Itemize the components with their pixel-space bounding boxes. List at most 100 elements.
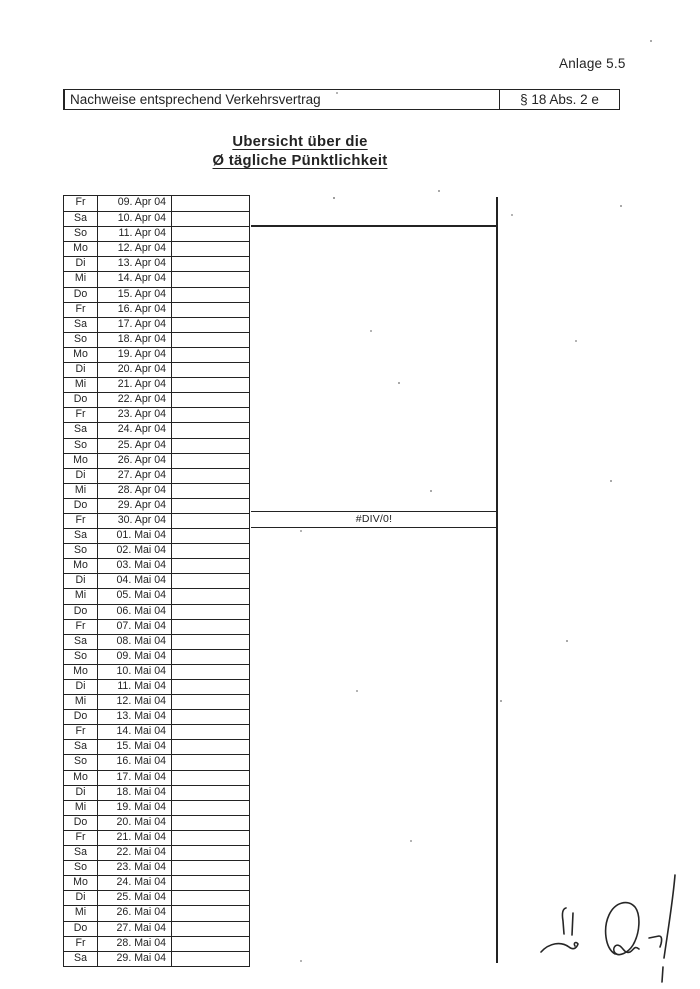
scan-noise-specks <box>333 197 335 199</box>
table-row: So 23. Mai 04 <box>64 860 249 876</box>
date-cell: 14. Apr 04 <box>98 272 172 287</box>
weekday-cell: Mi <box>64 378 98 393</box>
chart-right-axis-line <box>496 197 498 963</box>
weekday-cell: Sa <box>64 317 98 332</box>
table-row: Mo 19. Apr 04 <box>64 346 249 363</box>
weekday-cell: So <box>64 649 98 664</box>
date-cell: 08. Mai 04 <box>98 634 172 649</box>
value-cell <box>172 212 249 226</box>
date-cell: 11. Apr 04 <box>98 227 172 242</box>
date-cell: 17. Apr 04 <box>98 317 172 332</box>
value-cell <box>172 454 249 468</box>
value-cell <box>172 242 249 256</box>
date-cell: 21. Mai 04 <box>98 830 172 846</box>
weekday-cell: Mi <box>64 483 98 498</box>
div-error-label: #DIV/0! <box>355 513 393 526</box>
date-cell: 16. Mai 04 <box>98 755 172 770</box>
value-cell <box>172 303 249 317</box>
table-row: Di 04. Mai 04 <box>64 573 249 589</box>
table-row: Do 22. Apr 04 <box>64 392 249 408</box>
date-cell: 25. Apr 04 <box>98 438 172 453</box>
weekday-cell: Mo <box>64 876 98 891</box>
annex-label: Anlage 5.5 <box>559 56 626 71</box>
table-row: Do 29. Apr 04 <box>64 497 249 513</box>
weekday-cell: Fr <box>64 830 98 846</box>
date-cell: 04. Mai 04 <box>98 574 172 589</box>
value-cell <box>172 439 249 453</box>
weekday-cell: Mo <box>64 347 98 363</box>
table-row: Sa 22. Mai 04 <box>64 845 249 861</box>
table-row: Sa 17. Apr 04 <box>64 316 249 332</box>
value-cell <box>172 952 249 966</box>
date-cell: 03. Mai 04 <box>98 559 172 574</box>
date-cell: 15. Apr 04 <box>98 287 172 302</box>
value-cell <box>172 922 249 936</box>
page-title-line2: Ø tägliche Pünktlichkeit <box>212 153 388 169</box>
weekday-cell: Mi <box>64 800 98 815</box>
date-cell: 09. Apr 04 <box>98 196 172 212</box>
weekday-cell: Sa <box>64 423 98 438</box>
weekday-cell: So <box>64 861 98 876</box>
table-row: So 09. Mai 04 <box>64 648 249 664</box>
table-row: Di 18. Mai 04 <box>64 784 249 800</box>
weekday-cell: Di <box>64 468 98 483</box>
date-cell: 23. Mai 04 <box>98 861 172 876</box>
weekday-cell: Mi <box>64 695 98 710</box>
weekday-cell: Sa <box>64 951 98 966</box>
value-cell <box>172 891 249 905</box>
date-cell: 29. Apr 04 <box>98 498 172 513</box>
weekday-cell: Sa <box>64 212 98 227</box>
weekday-cell: Do <box>64 287 98 302</box>
table-row: Do 13. Mai 04 <box>64 709 249 725</box>
value-cell <box>172 574 249 588</box>
value-cell <box>172 831 249 845</box>
value-cell <box>172 227 249 241</box>
table-row: Mi 21. Apr 04 <box>64 377 249 393</box>
value-cell <box>172 499 249 513</box>
date-cell: 05. Mai 04 <box>98 589 172 604</box>
table-row: So 25. Apr 04 <box>64 437 249 453</box>
date-cell: 25. Mai 04 <box>98 891 172 906</box>
table-row: So 16. Mai 04 <box>64 754 249 770</box>
weekday-cell: Do <box>64 710 98 725</box>
chart-error-band: #DIV/0! <box>251 511 497 528</box>
value-cell <box>172 710 249 724</box>
table-row: So 18. Apr 04 <box>64 331 249 347</box>
date-cell: 07. Mai 04 <box>98 619 172 634</box>
value-cell <box>172 196 249 211</box>
value-cell <box>172 876 249 890</box>
weekday-cell: Di <box>64 680 98 695</box>
date-cell: 15. Mai 04 <box>98 740 172 755</box>
weekday-cell: Sa <box>64 846 98 861</box>
table-row: Mo 12. Apr 04 <box>64 241 249 257</box>
weekday-cell: Di <box>64 785 98 800</box>
value-cell <box>172 333 249 347</box>
date-cell: 28. Apr 04 <box>98 483 172 498</box>
table-row: So 11. Apr 04 <box>64 226 249 242</box>
value-cell <box>172 771 249 785</box>
table-row: Di 25. Mai 04 <box>64 890 249 906</box>
date-cell: 06. Mai 04 <box>98 604 172 619</box>
weekday-cell: Fr <box>64 513 98 529</box>
table-row: Mi 19. Mai 04 <box>64 799 249 815</box>
weekday-cell: So <box>64 544 98 559</box>
date-cell: 02. Mai 04 <box>98 544 172 559</box>
date-cell: 19. Mai 04 <box>98 800 172 815</box>
weekday-cell: Mo <box>64 770 98 785</box>
date-cell: 18. Mai 04 <box>98 785 172 800</box>
value-cell <box>172 725 249 739</box>
weekday-cell: Mo <box>64 453 98 468</box>
header-paragraph-ref: § 18 Abs. 2 e <box>499 90 619 109</box>
value-cell <box>172 408 249 422</box>
date-cell: 29. Mai 04 <box>98 951 172 966</box>
date-cell: 09. Mai 04 <box>98 649 172 664</box>
value-cell <box>172 544 249 558</box>
value-cell <box>172 680 249 694</box>
weekday-cell: Di <box>64 574 98 589</box>
table-row: Do 15. Apr 04 <box>64 286 249 302</box>
value-cell <box>172 861 249 875</box>
weekday-cell: Fr <box>64 408 98 423</box>
table-row: Di 20. Apr 04 <box>64 362 249 378</box>
weekday-cell: Sa <box>64 634 98 649</box>
value-cell <box>172 801 249 815</box>
